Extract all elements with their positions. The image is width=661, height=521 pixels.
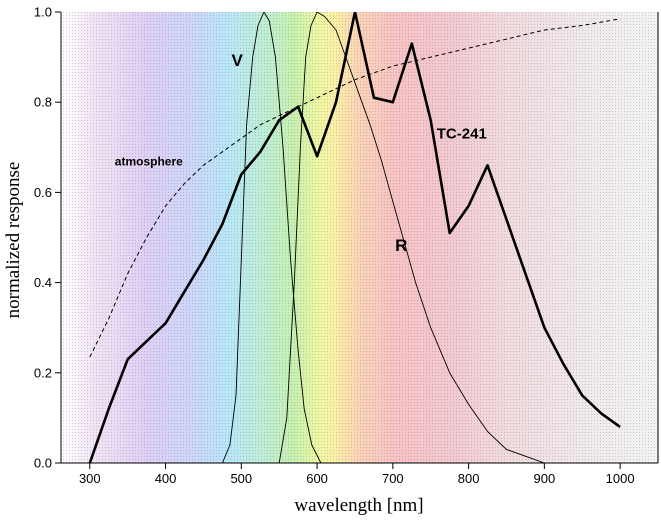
axes <box>60 12 659 464</box>
y-tick-label: 0.6 <box>34 185 52 200</box>
series-label: TC-241 <box>437 125 487 142</box>
x-tick-label: 1000 <box>606 471 635 486</box>
spectrum-background <box>61 12 658 463</box>
y-tick-label: 0.4 <box>34 275 52 290</box>
y-tick-label: 0.2 <box>34 365 52 380</box>
y-tick-label: 0.8 <box>34 95 52 110</box>
y-axis-title: normalized response <box>3 162 24 319</box>
series-layer <box>88 12 621 463</box>
x-tick-label: 900 <box>534 471 556 486</box>
x-ticks: 300 400 500 600 700 800 900 1000 <box>79 463 635 486</box>
series-label: atmosphere <box>115 154 183 168</box>
y-tick-label: 0.0 <box>34 456 52 471</box>
x-axis-title: wavelength [nm] <box>294 495 423 516</box>
series-label: V <box>231 51 243 70</box>
x-tick-label: 600 <box>306 471 328 486</box>
x-tick-label: 700 <box>382 471 404 486</box>
x-tick-label: 300 <box>79 471 101 486</box>
series-line-atmosphere <box>89 18 621 358</box>
series-line-v <box>221 12 322 463</box>
series-labels: V R TC-241 atmosphere <box>115 51 487 255</box>
y-tick-label: 1.0 <box>34 5 52 20</box>
x-tick-label: 800 <box>458 471 480 486</box>
series-line-r <box>278 12 545 463</box>
series-label: R <box>395 236 407 255</box>
x-tick-label: 400 <box>155 471 177 486</box>
y-ticks: 0.0 0.2 0.4 0.6 0.8 1.0 <box>34 5 61 471</box>
series-line-tc-241 <box>88 12 621 463</box>
x-tick-label: 500 <box>230 471 252 486</box>
